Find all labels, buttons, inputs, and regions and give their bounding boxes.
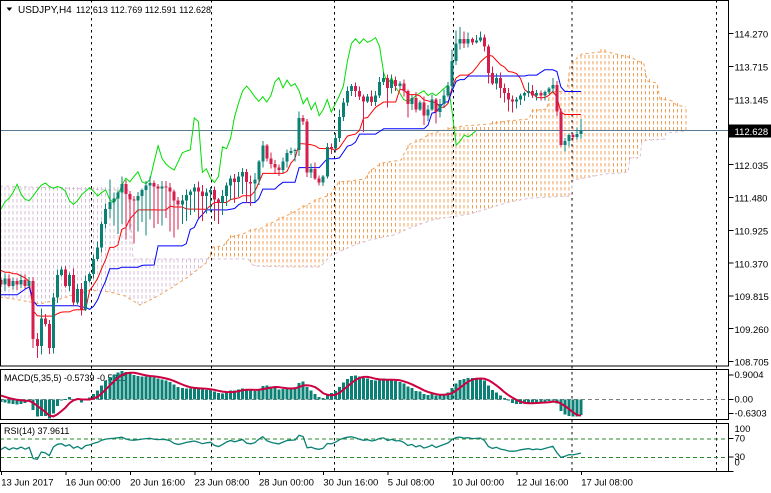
svg-text:-0.6303: -0.6303 (735, 409, 767, 420)
svg-text:13 Jun 2017: 13 Jun 2017 (1, 478, 53, 489)
svg-text:112.613 112.769 112.591 112.62: 112.613 112.769 112.591 112.628 (76, 5, 211, 15)
svg-text:110.370: 110.370 (735, 259, 769, 270)
svg-text:112.035: 112.035 (735, 161, 769, 172)
svg-text:111.480: 111.480 (735, 194, 768, 205)
svg-text:MACD(5,35,5) -0.5739 -0.5201: MACD(5,35,5) -0.5739 -0.5201 (4, 373, 128, 383)
svg-text:108.705: 108.705 (735, 358, 769, 369)
svg-text:113.715: 113.715 (735, 63, 769, 74)
svg-text:0.00: 0.00 (735, 395, 754, 406)
svg-text:113.145: 113.145 (735, 95, 769, 106)
svg-text:23 Jun 08:00: 23 Jun 08:00 (195, 478, 250, 489)
svg-text:12 Jul 16:00: 12 Jul 16:00 (517, 478, 569, 489)
svg-text:0.9004: 0.9004 (735, 370, 764, 381)
svg-text:RSI(14) 37.9611: RSI(14) 37.9611 (4, 426, 69, 436)
svg-text:114.270: 114.270 (735, 30, 769, 41)
svg-text:16 Jun 00:00: 16 Jun 00:00 (66, 478, 121, 489)
svg-text:20 Jun 16:00: 20 Jun 16:00 (130, 478, 185, 489)
svg-text:28 Jun 00:00: 28 Jun 00:00 (259, 478, 314, 489)
svg-text:5 Jul 08:00: 5 Jul 08:00 (388, 478, 434, 489)
svg-text:USDJPY,H4: USDJPY,H4 (18, 5, 72, 16)
svg-text:30: 30 (735, 452, 746, 463)
svg-text:10 Jul 00:00: 10 Jul 00:00 (452, 478, 504, 489)
svg-text:70: 70 (735, 434, 746, 445)
svg-text:112.628: 112.628 (735, 127, 769, 138)
svg-text:109.815: 109.815 (735, 292, 769, 303)
svg-text:0: 0 (735, 458, 740, 469)
svg-text:109.260: 109.260 (735, 325, 769, 336)
svg-text:17 Jul 08:00: 17 Jul 08:00 (581, 478, 633, 489)
svg-text:30 Jun 16:00: 30 Jun 16:00 (323, 478, 378, 489)
svg-text:110.925: 110.925 (735, 227, 769, 238)
svg-text:100: 100 (735, 424, 751, 435)
